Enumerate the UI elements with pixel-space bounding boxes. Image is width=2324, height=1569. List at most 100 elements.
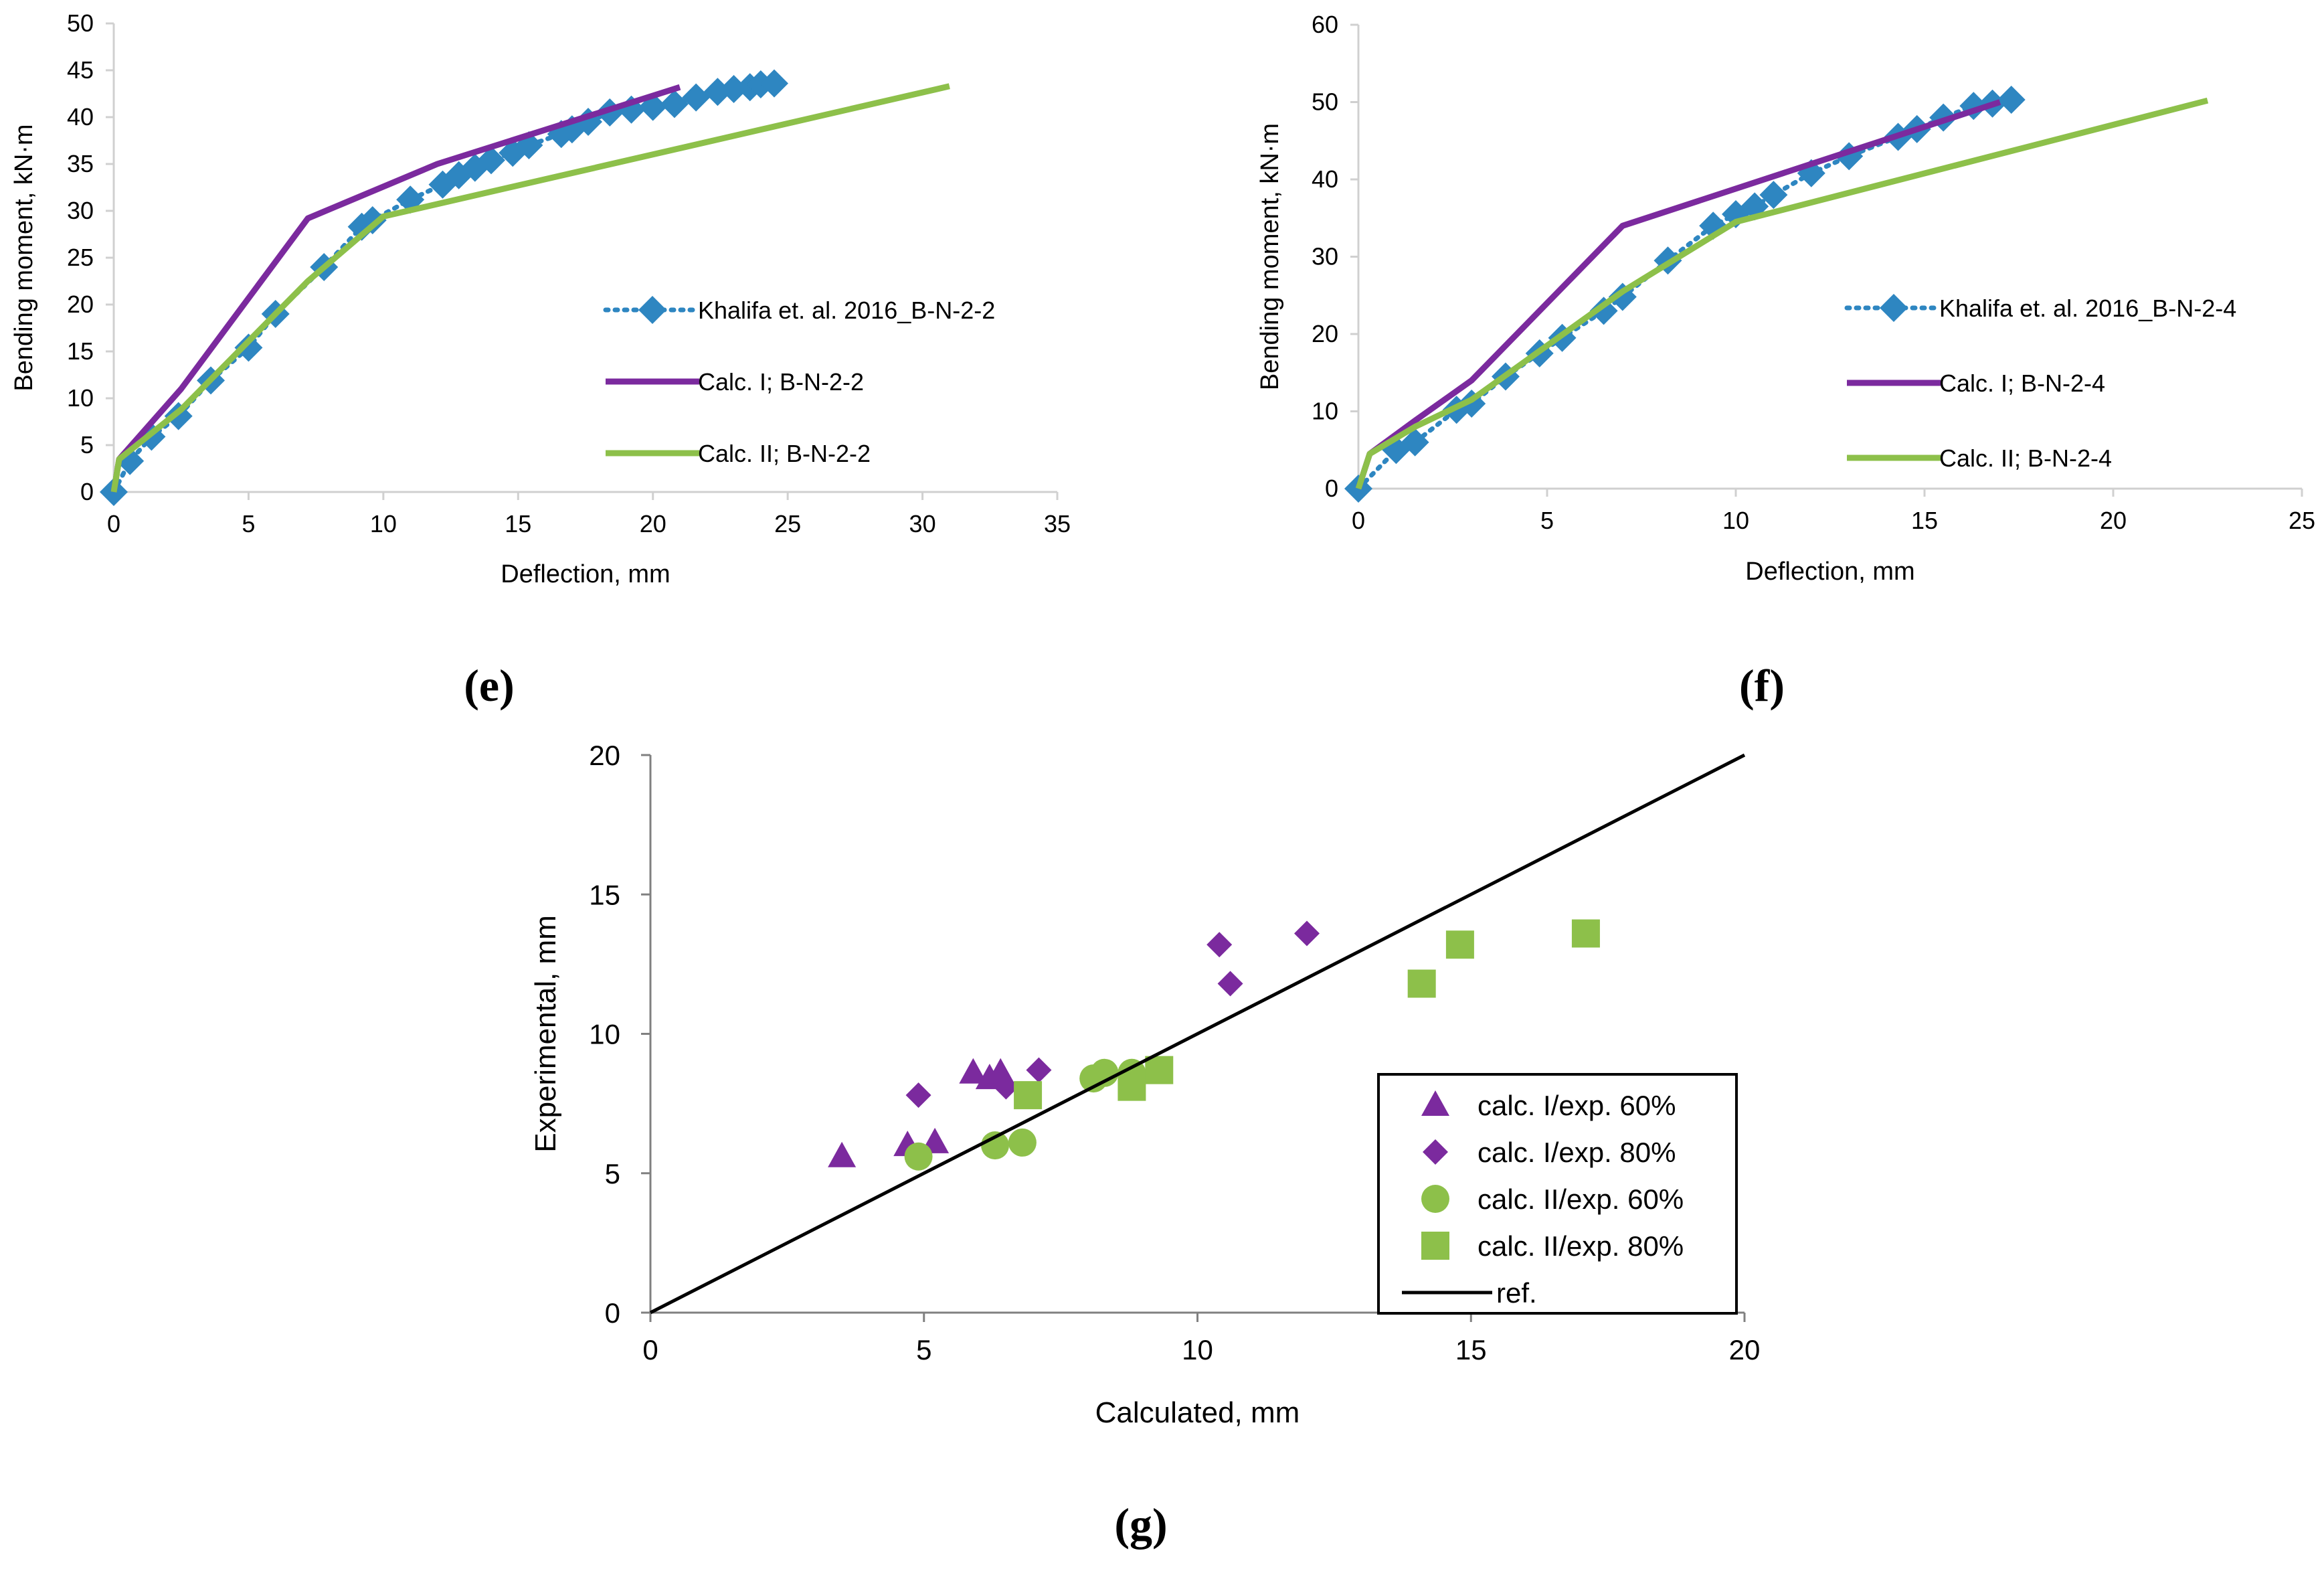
x-tick-label: 0	[642, 1334, 658, 1366]
data-point-triangle	[959, 1058, 988, 1084]
data-point-circle	[981, 1131, 1010, 1160]
data-point-marker	[660, 90, 689, 118]
legend-swatch-triangle	[1421, 1090, 1449, 1116]
chart-f: 0 5 10 15 20 25 0 10 20 30 40 50 60 Deflection, mm Ben…	[1256, 11, 2315, 586]
data-point-circle	[1090, 1058, 1119, 1087]
data-point-diamond	[1217, 971, 1243, 997]
data-point-marker	[477, 146, 505, 175]
panel-label-e: (e)	[464, 660, 514, 711]
data-point-circle	[1008, 1128, 1037, 1157]
data-point-marker	[234, 333, 263, 362]
y-tick-label: 10	[1312, 398, 1338, 425]
legend-label: calc. I/exp. 60%	[1478, 1090, 1676, 1121]
legend-label: Calc. I; B-N-2-4	[1939, 369, 2105, 397]
y-axis-label: Bending moment, kN·m	[1256, 123, 1284, 390]
x-tick-label: 10	[370, 510, 397, 538]
x-axis-label: Deflection, mm	[501, 560, 670, 588]
series-line-1	[1355, 99, 2001, 490]
data-point-marker	[682, 83, 711, 112]
y-tick-label: 15	[589, 879, 620, 910]
x-tick-label: 30	[909, 510, 936, 538]
y-tick-label: 50	[1312, 88, 1338, 116]
y-tick-label: 35	[67, 150, 94, 177]
data-point-diamond	[1294, 920, 1320, 946]
y-tick-label: 10	[67, 384, 94, 412]
x-tick-label: 10	[1722, 507, 1749, 534]
y-tick-label: 5	[605, 1158, 620, 1189]
legend-swatch-diamond	[1423, 1139, 1448, 1165]
x-tick-label: 10	[1182, 1334, 1213, 1366]
y-tick-label: 0	[80, 478, 94, 505]
data-point-marker	[1401, 428, 1429, 457]
legend-swatch-marker	[1880, 294, 1908, 322]
y-tick-label: 30	[1312, 243, 1338, 270]
chart-e: 0 5 10 15 20 25 30 35 0 5 10 15 20 25 30 35 40 45 50 Deflec…	[10, 9, 1071, 588]
series-line-2	[1355, 97, 2209, 490]
x-tick-label: 20	[640, 510, 666, 538]
data-point-marker	[358, 206, 387, 234]
y-tick-label: 60	[1312, 11, 1338, 38]
x-tick-label: 15	[505, 510, 531, 538]
y-tick-label: 10	[589, 1019, 620, 1050]
y-tick-label: 30	[67, 197, 94, 224]
x-axis-label: Deflection, mm	[1745, 558, 1914, 586]
reference-line	[649, 753, 1746, 1315]
series-line-0	[111, 81, 777, 495]
y-tick-label: 0	[1325, 475, 1338, 502]
series-line-2	[110, 83, 950, 493]
data-point-square	[1145, 1056, 1174, 1084]
y-tick-label: 0	[605, 1297, 620, 1329]
data-point-marker	[428, 170, 457, 199]
y-tick-label: 20	[1312, 320, 1338, 347]
legend-swatch-circle	[1421, 1185, 1449, 1213]
data-point-marker	[1997, 86, 2026, 114]
legend-swatch-marker	[638, 296, 666, 324]
x-tick-label: 15	[1455, 1334, 1487, 1366]
x-tick-label: 15	[1911, 507, 1938, 534]
legend-label: calc. I/exp. 80%	[1478, 1137, 1676, 1168]
data-point-marker	[1759, 181, 1788, 210]
x-tick-label: 5	[916, 1334, 931, 1366]
data-point-square	[1571, 919, 1600, 948]
x-tick-label: 25	[774, 510, 801, 538]
y-tick-label: 40	[67, 103, 94, 131]
y-tick-label: 25	[67, 244, 94, 271]
y-tick-label: 40	[1312, 165, 1338, 193]
legend-label: calc. II/exp. 80%	[1478, 1230, 1684, 1262]
data-point-square	[1407, 969, 1436, 998]
data-point-marker	[1589, 297, 1618, 325]
data-point-triangle	[828, 1141, 857, 1167]
data-point-square	[1014, 1081, 1043, 1110]
legend-label: Calc. I; B-N-2-2	[698, 368, 864, 396]
data-point-square	[1445, 930, 1474, 959]
legend-label: Calc. II; B-N-2-2	[698, 440, 871, 467]
legend-swatch-square	[1421, 1232, 1449, 1260]
y-tick-label: 15	[67, 337, 94, 365]
series-line-0	[1356, 97, 2014, 491]
x-axis-label: Calculated, mm	[1095, 1396, 1300, 1429]
x-tick-label: 0	[1352, 507, 1365, 534]
data-point-marker	[760, 69, 788, 98]
legend-label: ref.	[1496, 1277, 1537, 1309]
legend-label: calc. II/exp. 60%	[1478, 1183, 1684, 1215]
panel-label-g: (g)	[1114, 1499, 1167, 1550]
y-axis-label: Experimental, mm	[529, 915, 562, 1153]
data-point-marker	[1797, 159, 1825, 187]
x-tick-label: 25	[2289, 507, 2315, 534]
legend-label: Calc. II; B-N-2-4	[1939, 444, 2112, 472]
y-tick-label: 20	[67, 291, 94, 318]
data-point-diamond	[905, 1082, 931, 1108]
series-line-1	[110, 84, 681, 493]
data-point-circle	[904, 1142, 933, 1171]
x-tick-label: 5	[1540, 507, 1554, 534]
panel-label-f: (f)	[1739, 660, 1785, 711]
y-axis-label: Bending moment, kN·m	[10, 124, 38, 391]
y-tick-label: 20	[589, 740, 620, 771]
y-tick-label: 45	[67, 56, 94, 84]
x-tick-label: 20	[2100, 507, 2127, 534]
data-point-marker	[719, 75, 748, 103]
legend-label: Khalifa et. al. 2016_B-N-2-2	[698, 297, 995, 324]
x-tick-label: 0	[107, 510, 120, 538]
y-tick-label: 5	[80, 431, 94, 459]
